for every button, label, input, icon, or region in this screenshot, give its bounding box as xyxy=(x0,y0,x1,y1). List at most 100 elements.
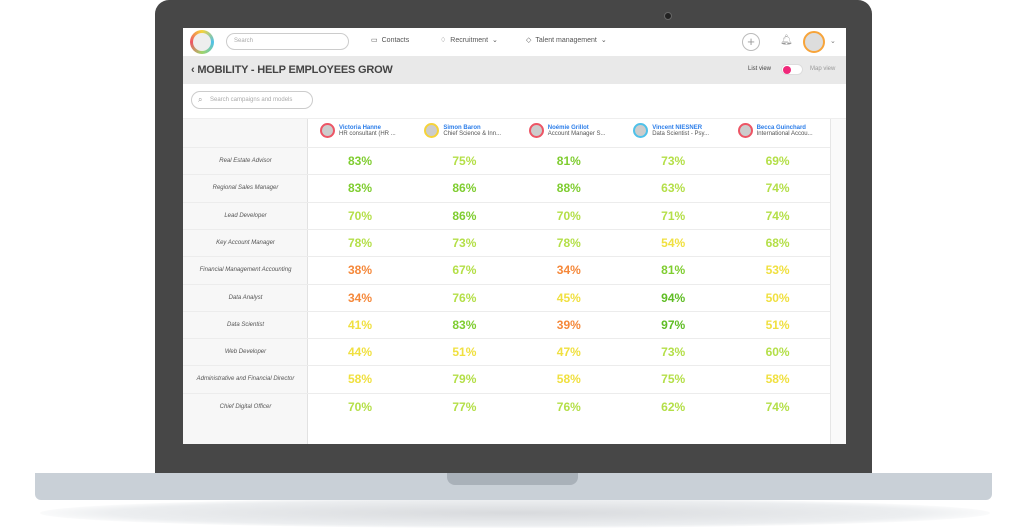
top-nav: Search ▭ Contacts ♢ Recruitment ⌄ ◇ Talent m… xyxy=(183,28,846,56)
match-score[interactable]: 74% xyxy=(765,399,790,414)
table-row: Data Analyst 34% 76% 45% 94% 50% xyxy=(183,283,830,311)
match-score[interactable]: 73% xyxy=(452,235,477,250)
person-header[interactable]: Becca Guinchard International Accou... xyxy=(737,123,842,138)
match-score[interactable]: 51% xyxy=(452,345,477,360)
person-name[interactable]: Becca Guinchard xyxy=(756,124,806,131)
match-score[interactable]: 70% xyxy=(347,208,373,223)
match-score[interactable]: 70% xyxy=(556,208,581,223)
table-row: Data Scientist 41% 83% 39% 97% 51% xyxy=(183,310,830,338)
match-score[interactable]: 75% xyxy=(452,154,477,168)
match-score[interactable]: 75% xyxy=(661,372,686,387)
laptop-shadow xyxy=(40,498,990,528)
match-score[interactable]: 74% xyxy=(765,208,790,223)
match-score[interactable]: 74% xyxy=(765,181,790,196)
match-score[interactable]: 63% xyxy=(661,181,686,196)
app-screen: Search ▭ Contacts ♢ Recruitment ⌄ ◇ Talent m… xyxy=(183,28,846,444)
match-score[interactable]: 51% xyxy=(765,317,790,332)
job-label: Real Estate Advisor xyxy=(219,158,272,164)
person-avatar xyxy=(320,123,335,138)
match-score[interactable]: 58% xyxy=(347,372,373,387)
match-score[interactable]: 41% xyxy=(347,317,373,332)
person-role: Chief Science & Inn... xyxy=(443,130,502,137)
match-score[interactable]: 73% xyxy=(661,154,686,168)
back-chevron-icon[interactable]: ‹ xyxy=(191,64,198,76)
match-score[interactable]: 83% xyxy=(347,154,373,168)
match-score[interactable]: 79% xyxy=(452,372,477,387)
contact-card-icon: ▭ xyxy=(371,37,378,44)
job-label: Web Developer xyxy=(224,349,267,356)
match-score[interactable]: 34% xyxy=(556,263,581,278)
view-toggle[interactable] xyxy=(781,64,803,75)
job-label: Data Scientist xyxy=(226,321,265,328)
match-score[interactable]: 54% xyxy=(661,235,686,250)
match-grid: Victoria Hanne HR consultant (HR ... Simon… xyxy=(183,118,846,444)
camera xyxy=(664,12,672,20)
person-name[interactable]: Vincent NIESNER xyxy=(652,124,703,131)
match-score[interactable]: 97% xyxy=(661,317,686,332)
match-score[interactable]: 78% xyxy=(556,235,581,250)
match-score[interactable]: 71% xyxy=(661,208,686,223)
table-row: Administrative and Financial Director 58%… xyxy=(183,365,830,392)
match-score[interactable]: 76% xyxy=(452,290,477,305)
match-score[interactable]: 60% xyxy=(765,345,790,360)
match-score[interactable]: 50% xyxy=(765,290,790,305)
match-score[interactable]: 78% xyxy=(347,235,373,250)
job-label: Administrative and Financial Director xyxy=(196,376,295,383)
user-avatar[interactable] xyxy=(803,31,825,53)
match-score[interactable]: 44% xyxy=(347,345,373,360)
match-score[interactable]: 81% xyxy=(556,154,581,168)
job-label: Key Account Manager xyxy=(216,239,275,246)
search-input[interactable]: Search xyxy=(226,33,349,50)
person-header[interactable]: Vincent NIESNER Data Scientist - Psy... xyxy=(633,123,737,138)
person-name[interactable]: Simon Baron xyxy=(443,124,481,131)
match-score[interactable]: 94% xyxy=(661,290,686,305)
table-row: Key Account Manager 78% 73% 78% 54% 68% xyxy=(183,228,830,256)
match-score[interactable]: 81% xyxy=(661,263,686,278)
match-score[interactable]: 86% xyxy=(452,208,477,223)
nav-talent[interactable]: ◇ Talent management ⌄ xyxy=(526,36,607,45)
person-avatar xyxy=(737,123,753,138)
match-score[interactable]: 53% xyxy=(765,263,790,278)
match-score[interactable]: 67% xyxy=(452,263,477,278)
nav-contacts[interactable]: ▭ Contacts xyxy=(371,36,410,45)
match-score[interactable]: 68% xyxy=(765,235,790,250)
match-score[interactable]: 62% xyxy=(661,399,686,414)
match-score[interactable]: 58% xyxy=(765,372,790,387)
match-score[interactable]: 86% xyxy=(452,181,477,196)
app-logo[interactable] xyxy=(190,30,214,54)
job-label: Lead Developer xyxy=(224,212,267,219)
match-score[interactable]: 73% xyxy=(661,345,686,360)
match-score[interactable]: 38% xyxy=(347,263,373,278)
job-label: Chief Digital Officer xyxy=(219,403,272,410)
match-score[interactable]: 58% xyxy=(556,372,581,387)
add-button[interactable]: + xyxy=(742,33,760,51)
match-score[interactable]: 70% xyxy=(347,399,373,414)
match-score[interactable]: 76% xyxy=(556,399,581,414)
person-avatar xyxy=(528,123,544,138)
match-score[interactable]: 88% xyxy=(556,181,581,196)
scrollbar[interactable] xyxy=(830,119,846,444)
person-header[interactable]: Noémie Grillot Account Manager S... xyxy=(528,123,633,138)
laptop-notch xyxy=(447,473,578,485)
campaign-search-input[interactable]: ⌕ Search campaigns and models xyxy=(191,91,313,109)
match-score[interactable]: 47% xyxy=(556,345,581,360)
chevron-down-icon: ⌄ xyxy=(600,37,607,44)
match-score[interactable]: 45% xyxy=(556,290,581,305)
person-name[interactable]: Victoria Hanne xyxy=(339,124,381,131)
bell-icon[interactable]: 🔔︎ xyxy=(780,35,793,46)
match-score[interactable]: 83% xyxy=(347,181,373,196)
match-score[interactable]: 34% xyxy=(347,290,373,305)
search-icon: ⌕ xyxy=(198,95,203,104)
page-title[interactable]: ‹ MOBILITY - HELP EMPLOYEES GROW xyxy=(191,64,393,76)
chevron-down-icon[interactable]: ⌄ xyxy=(830,38,836,45)
person-header[interactable]: Simon Baron Chief Science & Inn... xyxy=(424,123,528,138)
match-score[interactable]: 39% xyxy=(556,317,581,332)
match-score[interactable]: 69% xyxy=(765,154,790,168)
person-header[interactable]: Victoria Hanne HR consultant (HR ... xyxy=(320,123,424,138)
person-role: Data Scientist - Psy... xyxy=(652,130,710,137)
person-name[interactable]: Noémie Grillot xyxy=(547,124,589,131)
match-score[interactable]: 77% xyxy=(452,399,477,414)
person-avatar xyxy=(424,123,440,138)
match-score[interactable]: 83% xyxy=(452,317,477,332)
nav-recruitment[interactable]: ♢ Recruitment ⌄ xyxy=(440,36,498,45)
